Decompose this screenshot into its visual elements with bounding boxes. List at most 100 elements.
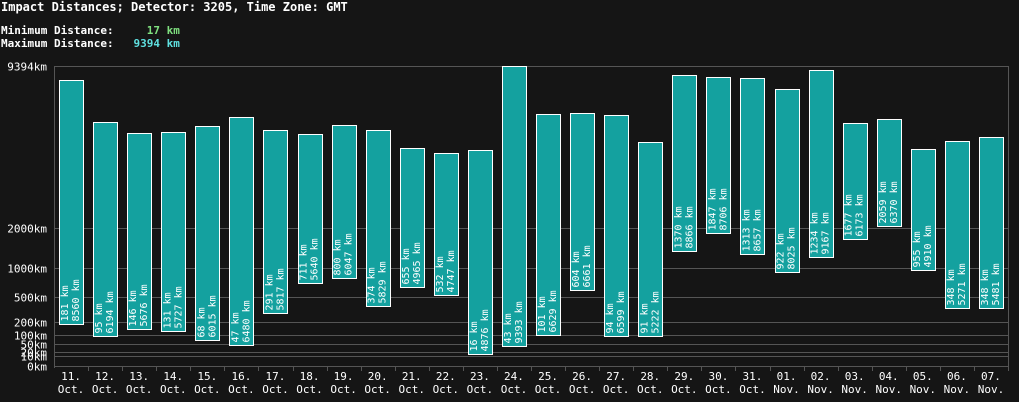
- bar-max-label: 4747 km: [446, 250, 457, 292]
- x-tick-label-month: Nov.: [773, 383, 800, 396]
- bar-max-label: 5640 km: [310, 238, 321, 280]
- x-tick-label-month: Oct.: [603, 383, 630, 396]
- bar-max-label: 5271 km: [957, 263, 968, 305]
- x-tick-label-day: 22.: [436, 370, 456, 383]
- range-bar: [911, 149, 936, 271]
- min-distance-stat: Minimum Distance: 17 km: [1, 24, 180, 37]
- x-tick-label-month: Oct.: [501, 383, 528, 396]
- bar-min-label: 532 km: [435, 256, 446, 292]
- x-tick-label-month: Oct.: [467, 383, 494, 396]
- x-tick-label-month: Nov.: [978, 383, 1005, 396]
- x-tick-label-month: Oct.: [399, 383, 426, 396]
- x-tick-label-month: Nov.: [944, 383, 971, 396]
- y-tick-label: 0km: [27, 361, 47, 374]
- x-tick-label-day: 20.: [368, 370, 388, 383]
- range-bar: [740, 78, 765, 255]
- range-bar: [706, 77, 731, 234]
- x-tick-label-day: 26.: [572, 370, 592, 383]
- bar-max-label: 8025 km: [787, 227, 798, 269]
- bar-max-label: 6015 km: [207, 295, 218, 337]
- range-bar: [127, 133, 152, 330]
- range-bar: [195, 126, 220, 341]
- min-distance-label: Minimum Distance:: [1, 24, 114, 37]
- range-bar: [877, 119, 902, 227]
- bar-min-label: 94 km: [605, 303, 616, 333]
- bar-min-label: 43 km: [503, 313, 514, 343]
- x-tick-label-day: 13.: [129, 370, 149, 383]
- range-bar: [332, 125, 357, 279]
- x-tick-label-month: Nov.: [876, 383, 903, 396]
- x-tick-label-month: Nov.: [910, 383, 937, 396]
- range-bar: [979, 137, 1004, 309]
- bar-max-label: 6629 km: [548, 290, 559, 332]
- range-bar: [161, 132, 186, 332]
- bar-max-label: 8706 km: [718, 188, 729, 230]
- x-tick-label-day: 12.: [95, 370, 115, 383]
- y-tick-label: 100km: [14, 330, 47, 343]
- range-bar: [93, 122, 118, 337]
- bar-min-label: 1370 km: [673, 206, 684, 248]
- x-tick-label-day: 27.: [606, 370, 626, 383]
- bar-min-label: 131 km: [162, 292, 173, 328]
- x-tick-label-day: 16.: [231, 370, 251, 383]
- x-tick-label-month: Oct.: [705, 383, 732, 396]
- x-tick-label-month: Oct.: [160, 383, 187, 396]
- range-bar: [229, 117, 254, 346]
- bar-max-label: 5829 km: [378, 261, 389, 303]
- bar-max-label: 6370 km: [889, 181, 900, 223]
- x-tick-label-month: Oct.: [364, 383, 391, 396]
- x-tick-label-day: 28.: [640, 370, 660, 383]
- bar-min-label: 16 km: [469, 321, 480, 351]
- bar-max-label: 4965 km: [412, 242, 423, 284]
- range-bar: [502, 66, 527, 347]
- y-tick-label: 1000km: [7, 263, 47, 276]
- bar-max-label: 9393 km: [514, 301, 525, 343]
- bar-min-label: 1234 km: [810, 212, 821, 254]
- x-tick-label-day: 30.: [708, 370, 728, 383]
- x-tick-label-day: 21.: [402, 370, 422, 383]
- bar-min-label: 291 km: [264, 274, 275, 310]
- bar-max-label: 6480 km: [241, 300, 252, 342]
- range-bar: [400, 148, 425, 288]
- bar-min-label: 711 km: [299, 244, 310, 280]
- bar-min-label: 604 km: [571, 251, 582, 287]
- bar-max-label: 6047 km: [344, 233, 355, 275]
- x-tick-label-month: Nov.: [841, 383, 868, 396]
- bar-max-label: 8866 km: [684, 206, 695, 248]
- range-bar: [604, 115, 629, 337]
- bar-min-label: 1847 km: [707, 188, 718, 230]
- min-distance-value: 17 km: [146, 24, 180, 37]
- x-tick-label-day: 03.: [845, 370, 865, 383]
- y-tick-label: 500km: [14, 292, 47, 305]
- max-distance-value: 9394 km: [133, 37, 180, 50]
- bar-min-label: 47 km: [230, 312, 241, 342]
- bar-max-label: 4910 km: [923, 225, 934, 267]
- x-tick-label-month: Oct.: [330, 383, 357, 396]
- x-tick-label-day: 23.: [470, 370, 490, 383]
- range-bar: [809, 70, 834, 258]
- bar-max-label: 5727 km: [173, 286, 184, 328]
- range-bar: [298, 134, 323, 284]
- bar-min-label: 2059 km: [878, 181, 889, 223]
- bar-max-label: 5817 km: [275, 268, 286, 310]
- y-tick-label: 10km: [21, 351, 48, 364]
- x-tick-label-day: 18.: [300, 370, 320, 383]
- x-tick-label-month: Oct.: [433, 383, 460, 396]
- x-tick-label-month: Oct.: [58, 383, 85, 396]
- x-tick-label-month: Oct.: [569, 383, 596, 396]
- x-tick-label-day: 17.: [266, 370, 286, 383]
- range-bar: [434, 153, 459, 296]
- range-bar: [366, 130, 391, 307]
- range-bar: [945, 141, 970, 309]
- bar-max-label: 6599 km: [616, 291, 627, 333]
- bar-min-label: 1313 km: [741, 209, 752, 251]
- x-tick-label-day: 24.: [504, 370, 524, 383]
- x-tick-label-day: 07.: [981, 370, 1001, 383]
- x-tick-label-month: Oct.: [194, 383, 221, 396]
- x-tick-label-month: Oct.: [535, 383, 562, 396]
- bar-max-label: 6173 km: [855, 194, 866, 236]
- y-tick-label: 200km: [14, 317, 47, 330]
- x-tick-label-month: Oct.: [296, 383, 323, 396]
- chart-title: Impact Distances; Detector: 3205, Time Z…: [1, 0, 348, 14]
